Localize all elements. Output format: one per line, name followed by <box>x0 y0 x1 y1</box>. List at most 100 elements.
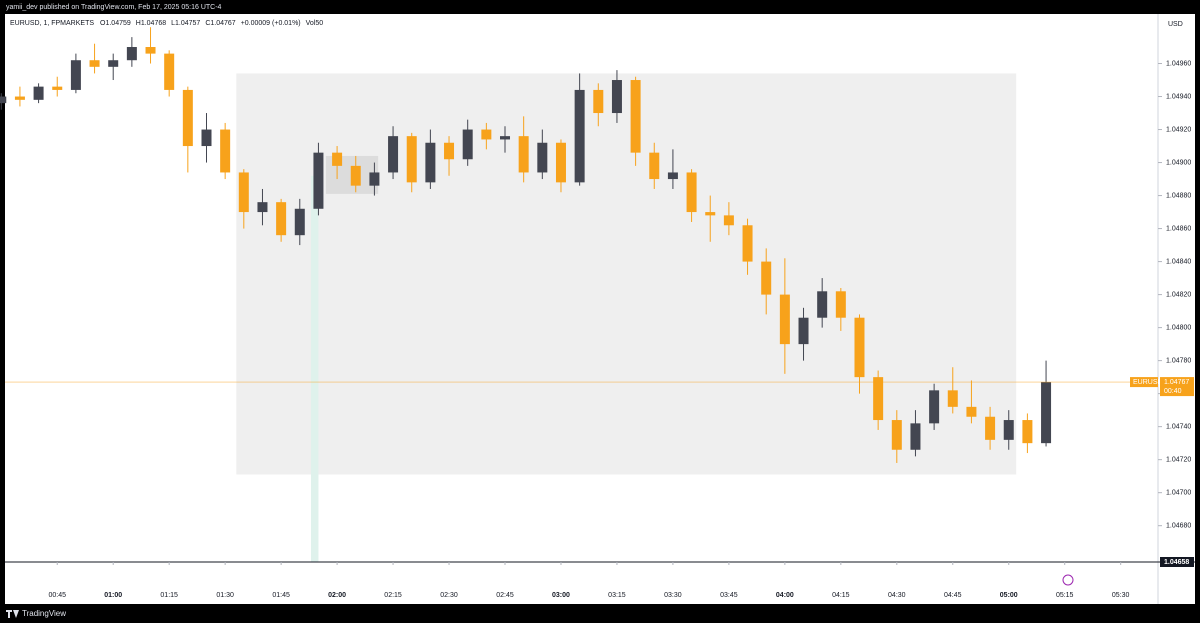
x-tick-label: 01:15 <box>160 592 178 599</box>
x-tick-label: 03:00 <box>552 592 570 599</box>
y-tick-label: 1.04920 <box>1166 126 1191 133</box>
x-tick-label: 05:15 <box>1056 592 1074 599</box>
legend-value: L1.04757 <box>171 20 200 27</box>
candle-body <box>89 60 100 67</box>
y-tick-label: 1.04720 <box>1166 457 1191 464</box>
candle-body <box>201 129 212 147</box>
x-tick-label: 01:00 <box>104 592 122 599</box>
candle-body <box>929 390 940 424</box>
candle-body <box>0 96 7 104</box>
candle-body <box>406 136 417 183</box>
y-tick-label: 1.04900 <box>1166 159 1191 166</box>
y-tick-label: 1.04880 <box>1166 192 1191 199</box>
x-tick-label: 03:45 <box>720 592 738 599</box>
candle-body <box>500 136 511 140</box>
candle-body <box>667 172 678 180</box>
y-tick-label: 1.04860 <box>1166 225 1191 232</box>
countdown-tag: 00:40 <box>1164 388 1182 395</box>
y-tick-label: 1.04680 <box>1166 523 1191 530</box>
events-icon[interactable] <box>1062 574 1074 586</box>
x-tick-label: 01:45 <box>272 592 290 599</box>
candle-body <box>835 291 846 318</box>
candle-body <box>220 129 231 173</box>
candle-body <box>947 390 958 407</box>
zone <box>310 175 319 562</box>
candle-body <box>686 172 697 213</box>
brand-logo <box>6 610 19 618</box>
x-tick-label: 02:15 <box>384 592 402 599</box>
candle-body <box>313 152 324 209</box>
price-tag: 1.04767 <box>1164 379 1189 386</box>
legend-symbol: EURUSD, 1, FPMARKETS <box>10 20 94 27</box>
y-tick-label: 1.04840 <box>1166 258 1191 265</box>
x-tick-label: 05:30 <box>1112 592 1130 599</box>
x-tick-label: 04:30 <box>888 592 906 599</box>
candle-body <box>294 208 305 236</box>
price-tag-bg <box>1160 377 1194 397</box>
legend-value: +0.00009 (+0.01%) <box>241 20 301 27</box>
candle-body <box>611 80 622 114</box>
x-tick-label: 00:45 <box>48 592 66 599</box>
y-tick-label: 1.04740 <box>1166 423 1191 430</box>
candle-body <box>1022 420 1033 444</box>
candle-body <box>1003 420 1014 440</box>
candles <box>0 27 1052 463</box>
candle-body <box>817 291 828 318</box>
candle-body <box>854 317 865 378</box>
candle-body <box>742 225 753 262</box>
candle-body <box>52 86 63 90</box>
y-tick-label: 1.04940 <box>1166 93 1191 100</box>
candle-body <box>238 172 249 213</box>
symbol-tag-bg <box>1130 377 1158 388</box>
candle-body <box>369 172 380 186</box>
candle-body <box>798 317 809 345</box>
legend-value: C1.04767 <box>205 20 235 27</box>
x-tick-label: 04:00 <box>776 592 794 599</box>
candle-body <box>1041 382 1052 444</box>
y-tick-label: 1.04820 <box>1166 291 1191 298</box>
y-tick-label: 1.04960 <box>1166 60 1191 67</box>
y-tick-label: 1.04780 <box>1166 357 1191 364</box>
x-tick-label: 04:45 <box>944 592 962 599</box>
brand-name: TradingView <box>22 609 66 618</box>
candle-body <box>761 261 772 295</box>
y-tick-label: 1.04700 <box>1166 490 1191 497</box>
marker-price-label: 1.04658 <box>1164 559 1189 566</box>
x-tick-label: 05:00 <box>1000 592 1018 599</box>
candle-body <box>891 420 902 450</box>
x-tick-label: 02:00 <box>328 592 346 599</box>
symbol-tag: EURUSD <box>1133 379 1163 386</box>
candle-body <box>537 142 548 173</box>
candle-body <box>873 377 884 421</box>
candle-body <box>462 129 473 160</box>
candle-body <box>425 142 436 183</box>
candle-body <box>555 142 566 183</box>
footer <box>0 604 1200 623</box>
candle-body <box>70 60 81 90</box>
candle-body <box>518 136 529 173</box>
currency-label: USD <box>1168 21 1183 28</box>
candle-body <box>145 47 156 54</box>
candle-body <box>332 152 343 166</box>
candle-body <box>444 142 455 160</box>
candle-body <box>126 47 137 61</box>
zone <box>236 73 1017 475</box>
candle-body <box>276 202 287 236</box>
x-tick-label: 02:30 <box>440 592 458 599</box>
candle-body <box>649 152 660 180</box>
x-tick-label: 04:15 <box>832 592 850 599</box>
candle-body <box>14 96 25 100</box>
legend-value: O1.04759 <box>100 20 131 27</box>
candle-body <box>182 89 193 147</box>
candle-body <box>966 406 977 417</box>
candle-body <box>350 165 361 186</box>
candle-body <box>910 423 921 450</box>
legend-value: Vol50 <box>306 20 324 27</box>
candle-body <box>630 80 641 153</box>
candle-body <box>388 136 399 173</box>
candle-body <box>164 53 175 90</box>
published-line: yamii_dev published on TradingView.com, … <box>6 4 222 11</box>
candle-body <box>779 294 790 345</box>
